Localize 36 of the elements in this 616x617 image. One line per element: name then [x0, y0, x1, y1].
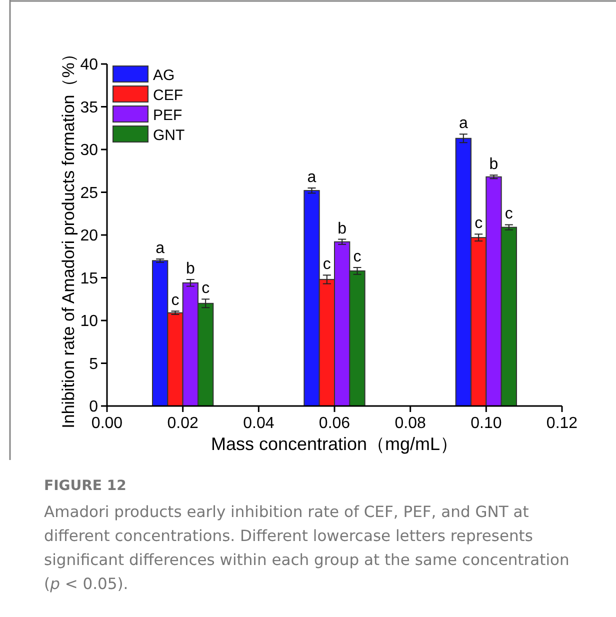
x-tick-label: 0.02 [167, 415, 199, 432]
y-tick-label: 25 [80, 184, 98, 202]
annotation: c [171, 292, 180, 310]
x-tick-label: 0.10 [470, 415, 502, 432]
text: Amadori products early inhibition rate of CEF, PEF, and GNT at different concentrations. Different lowercase letters represents significant differences within each group at the same concentration (p < 0.05). [44, 502, 570, 595]
annotation: b [338, 220, 347, 238]
annotation: b [489, 156, 498, 174]
legend-label: GNT [153, 127, 185, 144]
x-tick-label: 0.04 [243, 415, 274, 432]
annotation: a [156, 240, 165, 257]
annotation: c [504, 206, 513, 223]
y-tick-label: 40 [80, 56, 98, 74]
annotation: c [474, 215, 483, 232]
legend-label: AG [153, 67, 175, 84]
annotation: a [458, 115, 468, 132]
legend-label: CEF [153, 87, 183, 104]
annotation: c [322, 256, 331, 274]
x-tick-label: 0.00 [91, 415, 123, 432]
annotation: a [307, 168, 316, 186]
annotation: b [186, 260, 195, 278]
x-tick-label: 0.12 [546, 415, 578, 432]
x-tick-label: 0.06 [318, 415, 350, 432]
y-tick-label: 20 [80, 228, 98, 244]
caption: FIGURE 12 [44, 478, 128, 494]
annotation: c [202, 280, 210, 298]
x-tick-label: 0.08 [394, 415, 426, 432]
legend-label: PEF [153, 107, 182, 124]
y-axis-title: Inhibition rate of Amadori products formation（%） [59, 46, 78, 428]
y-tick-label: 0 [89, 398, 98, 416]
y-tick-label: 10 [80, 313, 98, 330]
y-tick-label: 15 [80, 270, 98, 288]
x-axis-title: Mass concentration（mg/mL） [210, 434, 458, 454]
annotation: c [353, 248, 362, 266]
y-tick-label: 35 [80, 99, 98, 116]
y-tick-label: 30 [80, 142, 98, 159]
y-tick-label: 5 [89, 356, 98, 373]
